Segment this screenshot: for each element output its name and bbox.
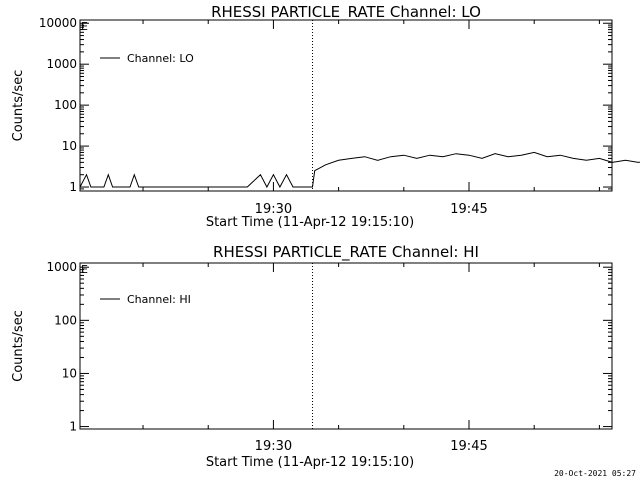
legend-label: Channel: LO [127, 52, 194, 65]
x-tick-label: 19:30 [255, 202, 292, 217]
y-tick-label: 10 [62, 366, 77, 380]
y-axis-label: Counts/sec [11, 70, 26, 142]
y-tick-label: 1000 [46, 260, 77, 274]
y-tick-label: 1 [69, 180, 77, 194]
x-tick-label: 19:45 [450, 202, 487, 217]
x-axis-label: Start Time (11-Apr-12 19:15:10) [206, 215, 414, 230]
x-axis-label: Start Time (11-Apr-12 19:15:10) [206, 455, 414, 470]
event-marker-label: E [81, 263, 88, 276]
y-tick-label: 10 [62, 139, 77, 153]
x-tick-label: 19:30 [255, 439, 292, 454]
y-tick-label: 100 [54, 98, 77, 112]
plot-frame [79, 19, 613, 192]
plot-frame [79, 262, 613, 430]
y-tick-label: 1 [69, 420, 77, 434]
chart-title: RHESSI PARTICLE_RATE Channel: LO [211, 3, 481, 22]
series-line [79, 151, 640, 189]
plot-timestamp: 20-Oct-2021 05:27 [554, 469, 636, 478]
chart-title: RHESSI PARTICLE_RATE Channel: HI [213, 243, 479, 262]
y-axis-label: Counts/sec [11, 310, 26, 382]
x-tick-label: 19:45 [450, 439, 487, 454]
event-marker-label: E [81, 20, 88, 33]
y-tick-label: 100 [54, 313, 77, 327]
legend-label: Channel: HI [127, 293, 191, 306]
y-tick-label: 10000 [39, 16, 77, 30]
y-tick-label: 1000 [46, 57, 77, 71]
